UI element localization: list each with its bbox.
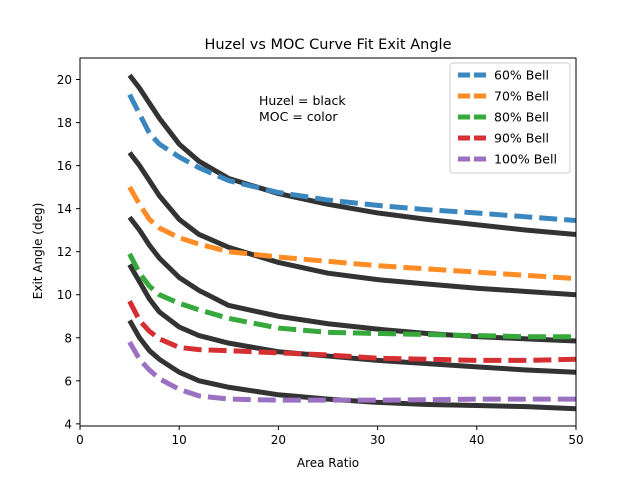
moc-curve-5 [127,340,576,403]
axes-frame [79,57,577,427]
x-tick-label: 30 [370,433,385,447]
y-tick-label: 10 [57,288,72,302]
huzel-curve-4 [127,263,576,375]
huzel-curve-5 [127,319,576,412]
legend-label-4: 90% Bell [494,131,549,146]
y-tick-label: 4 [64,417,72,431]
moc-curve-2 [127,185,576,282]
moc-curve-1 [127,93,576,223]
legend-box [449,62,571,174]
plot-area [127,73,576,412]
x-axis-label: Area Ratio [297,456,359,470]
annotation-line-1: Huzel = black [259,93,346,108]
y-tick-label: 8 [64,331,72,345]
y-tick-label: 20 [57,73,72,87]
y-tick-label: 18 [57,116,72,130]
x-tick-label: 0 [76,433,84,447]
huzel-curve-2 [127,151,576,298]
x-tick-label: 10 [172,433,187,447]
legend-label-1: 60% Bell [494,68,549,83]
y-tick-label: 6 [64,374,72,388]
y-tick-label: 14 [57,202,72,216]
legend-label-5: 100% Bell [494,152,557,167]
y-tick-label: 16 [57,159,72,173]
moc-curve-4 [127,300,576,363]
legend-label-2: 70% Bell [494,89,549,104]
y-axis-label: Exit Angle (deg) [31,203,45,299]
x-tick-label: 50 [568,433,583,447]
moc-curve-3 [127,252,576,340]
y-tick-label: 12 [57,245,72,259]
legend: 60% Bell 70% Bell 80% Bell 90% Bell 100% Bel… [449,62,571,174]
x-tick-label: 40 [469,433,484,447]
annotation-line-2: MOC = color [259,109,338,124]
legend-label-3: 80% Bell [494,110,549,125]
chart-title: Huzel vs MOC Curve Fit Exit Angle [205,37,452,53]
x-tick-label: 20 [271,433,286,447]
